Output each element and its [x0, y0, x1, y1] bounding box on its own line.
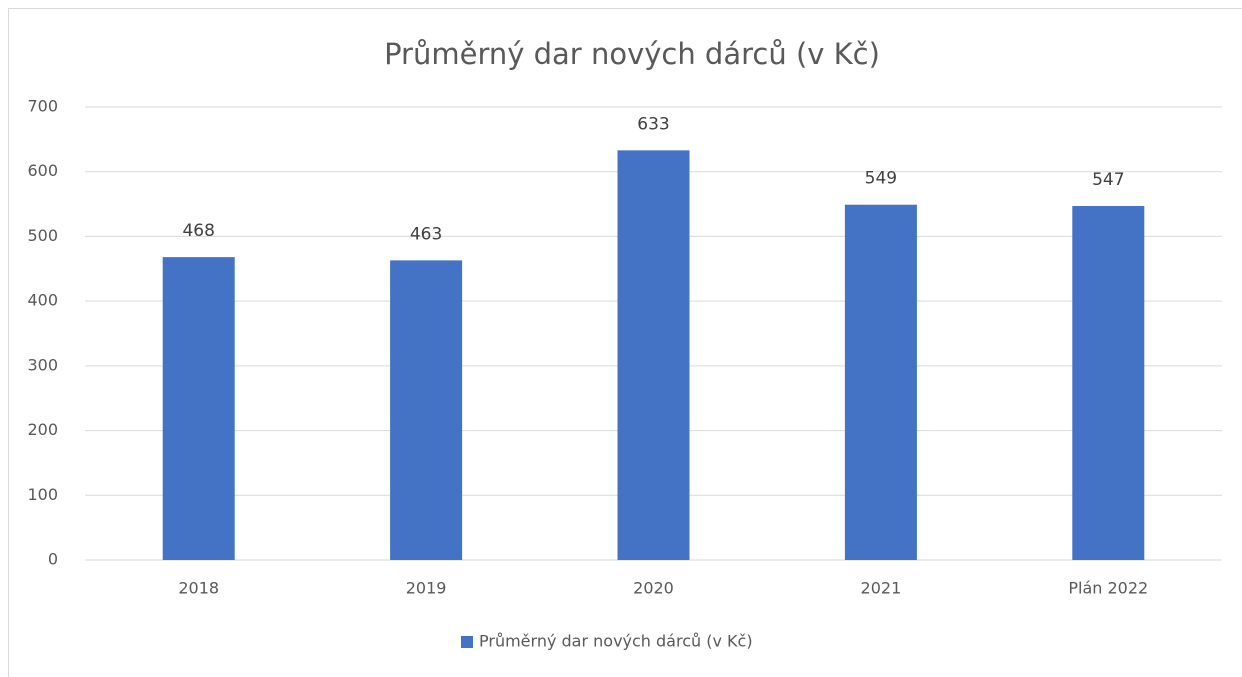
- data-label: 463: [410, 224, 442, 244]
- data-label: 468: [182, 221, 214, 241]
- data-label: 633: [637, 114, 669, 134]
- y-tick-label: 700: [27, 97, 58, 116]
- y-tick-label: 100: [27, 485, 58, 504]
- bar: [390, 260, 463, 560]
- data-label: 547: [1092, 170, 1124, 190]
- bar: [617, 150, 690, 560]
- bar: [162, 257, 235, 560]
- y-tick-label: 300: [27, 355, 58, 374]
- chart-title: Průměrný dar nových dárců (v Kč): [384, 37, 880, 71]
- bar: [1072, 206, 1145, 560]
- x-tick-label: 2021: [861, 579, 902, 598]
- legend-label: Průměrný dar nových dárců (v Kč): [479, 632, 753, 651]
- y-tick-label: 600: [27, 161, 58, 180]
- y-tick-label: 0: [48, 550, 58, 569]
- y-tick-label: 200: [27, 420, 58, 439]
- x-tick-label: Plán 2022: [1068, 579, 1148, 598]
- y-tick-label: 400: [27, 291, 58, 310]
- x-tick-label: 2018: [178, 579, 219, 598]
- x-tick-label: 2019: [406, 579, 447, 598]
- y-tick-label: 500: [27, 226, 58, 245]
- x-tick-label: 2020: [633, 579, 674, 598]
- bar: [844, 204, 917, 560]
- legend-swatch: [461, 636, 473, 648]
- data-label: 549: [865, 169, 897, 189]
